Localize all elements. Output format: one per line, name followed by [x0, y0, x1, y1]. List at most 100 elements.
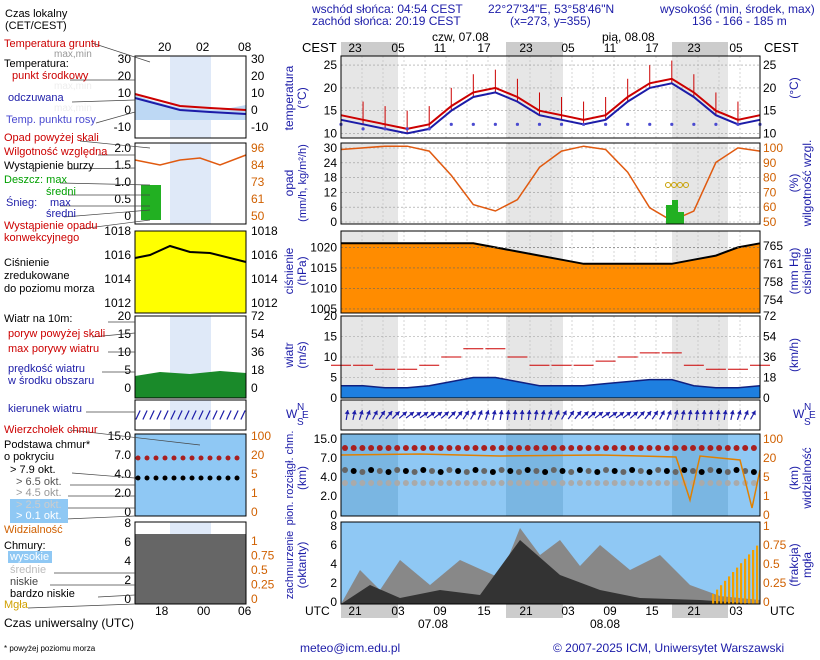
- legend-wind-tick-r: 72: [251, 309, 265, 323]
- humidity-line: [340, 145, 761, 222]
- wind-arrow-head: [498, 410, 504, 415]
- legend-wind-arrow: [233, 410, 239, 420]
- svg-text:widzialność: widzialność: [800, 447, 814, 509]
- vis-tick-right: 1: [763, 489, 770, 503]
- panel-frame: [340, 142, 761, 225]
- wind-arrow-head: [512, 410, 518, 415]
- legend-snow: Śnieg:: [6, 196, 37, 209]
- panel-frame: [340, 315, 761, 399]
- local-time-label: Czas lokalny: [5, 8, 68, 20]
- wind-arrow: [470, 410, 476, 420]
- wind-axis-label-r: (km/h): [787, 338, 801, 372]
- wind-arrow: [629, 411, 639, 419]
- cloud-base-dot: [629, 467, 636, 473]
- cloud-top-dot: [663, 445, 670, 451]
- legend-panel-frame: [134, 315, 247, 399]
- svg-text:E: E: [302, 410, 309, 421]
- svg-text:pion. rozciągł. chm.: pion. rozciągł. chm.: [284, 431, 296, 526]
- fog-bar: [720, 585, 723, 604]
- legend-okt-3: > 4.5 okt.: [16, 487, 62, 499]
- wind-arrow-head: [660, 410, 665, 416]
- sunrise-text: wschód słońca: 04:54 CEST: [311, 2, 463, 16]
- legend-cloud-sky: [135, 434, 246, 516]
- cloud-base-dot-2: [750, 480, 757, 486]
- press-tick-left: 1020: [310, 240, 337, 254]
- footer-email[interactable]: meteo@icm.edu.pl: [300, 641, 400, 655]
- legend-cloud-tick: 4.0: [114, 467, 131, 481]
- legend-cloud-tick: 0: [124, 505, 131, 519]
- hour-label-top: 05: [391, 41, 405, 55]
- cloud-top-dot: [420, 445, 427, 451]
- legend-press-tick-r: 1014: [251, 272, 278, 286]
- wind-arrow: [378, 410, 386, 420]
- temp-tick-left: 25: [324, 58, 338, 72]
- legend-day-band: [170, 56, 211, 138]
- wind-arrow: [581, 411, 589, 419]
- legend-wind-arrow: [142, 410, 148, 420]
- cloud-tick-left: 0: [330, 508, 337, 522]
- legend-leader-line: [71, 99, 136, 103]
- legend-cloud-dot-b: [225, 475, 231, 481]
- rain-bar: [678, 212, 684, 224]
- dew-point-dot: [670, 122, 674, 126]
- svg-text:temperatura: temperatura: [282, 65, 296, 130]
- legend-cloud-dot-b: [135, 475, 141, 481]
- humidity-axis-label: (%) wilgotność wzgl.: [787, 140, 814, 228]
- cloud-top-dot: [655, 445, 662, 451]
- hour-label-top: 17: [477, 41, 491, 55]
- legend-cov-tick: 6: [124, 535, 131, 549]
- legend-maxmin-2: max,min: [54, 81, 92, 92]
- legend-cloud-dot: [207, 455, 213, 461]
- wind-arrow-head: [437, 411, 442, 417]
- legend-pressure-2: zredukowane: [4, 270, 69, 282]
- wind-tick-right: 18: [763, 371, 777, 385]
- cloud-base-dot: [603, 467, 609, 473]
- legend-cov-tick: 2: [124, 573, 131, 587]
- legend-cloud-dot-b: [162, 475, 168, 481]
- wind-arrow: [526, 409, 532, 421]
- night-band: [672, 143, 728, 224]
- wind-arrow-head: [715, 410, 721, 415]
- night-band-bottom: [506, 604, 563, 618]
- wind-arrow-head: [708, 410, 714, 415]
- wind-speed-line: [341, 376, 761, 389]
- legend-cloud-dot: [189, 455, 195, 461]
- legend-wind-tick-r: 0: [251, 381, 258, 395]
- legend-arrow-shaft: [226, 410, 232, 420]
- vis-tick-right: 0: [763, 508, 770, 522]
- wind-axis-label: wiatr (m/s): [282, 341, 309, 368]
- legend-cloud-dot-b: [180, 475, 186, 481]
- cloud-base-dot: [481, 468, 488, 474]
- fog-tick-right: 0.25: [763, 576, 787, 590]
- cloud-base-dot: [446, 467, 453, 473]
- cloud-base-dot-2: [733, 480, 740, 486]
- wind-arrow-head: [430, 412, 436, 417]
- fog-bar: [756, 545, 759, 604]
- legend-wind-arrow: [198, 410, 204, 420]
- cloud-base-dot-2: [359, 480, 366, 486]
- fog-bar: [740, 563, 743, 604]
- cloud-top-dot: [585, 445, 592, 451]
- cloud-top-dot: [603, 445, 609, 451]
- cloud-base-dot: [690, 468, 696, 474]
- wind-arrow-head: [639, 411, 645, 417]
- dew-point-dot: [692, 122, 696, 126]
- fog-tick-right: 0.5: [763, 557, 780, 571]
- cloud-base-dot: [385, 469, 392, 475]
- night-band: [506, 143, 563, 224]
- legend-wind-arrow: [156, 410, 162, 420]
- legend-leader-line: [65, 515, 136, 520]
- cloud-top-dot: [385, 445, 392, 451]
- cloud-top-dot: [629, 445, 636, 451]
- cloud-base-dot-2: [568, 480, 575, 486]
- wind-arrow: [743, 410, 749, 420]
- legend-wind-arrow: [163, 410, 169, 420]
- wind-tick-left: 5: [330, 371, 337, 385]
- cloud-top-dot: [750, 445, 757, 451]
- humidity-tick-right: 60: [763, 200, 777, 214]
- wind-arrow: [694, 409, 700, 421]
- legend-fog-tick: 0.25: [251, 578, 275, 592]
- prec-axis-label: opad (mm/h, kg/m²/h): [282, 144, 309, 222]
- legend-cloud-dot: [171, 455, 177, 461]
- wind-arrow-head: [344, 410, 350, 415]
